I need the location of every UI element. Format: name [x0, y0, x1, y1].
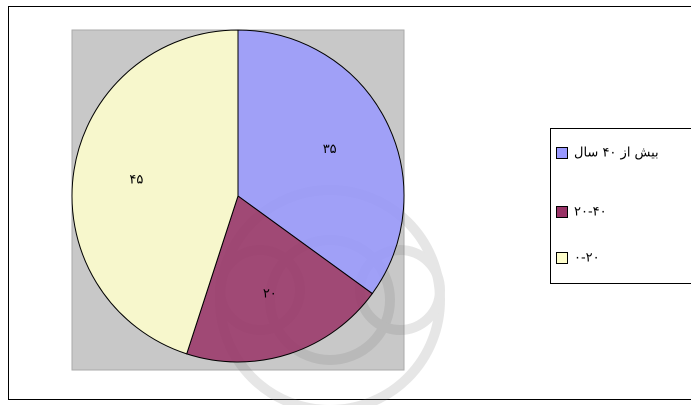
- chart: ۳۵ ۲۰ ۴۵ بیش از ۴۰ سال ۲۰-۴۰ ۰-۲۰: [0, 0, 691, 405]
- pie: ۳۵ ۲۰ ۴۵: [72, 30, 404, 362]
- legend-swatch: [557, 253, 568, 264]
- legend-label: ۰-۲۰: [574, 251, 600, 266]
- data-label: ۴۵: [129, 172, 143, 187]
- legend-swatch: [557, 148, 568, 159]
- data-label: ۲۰: [263, 286, 277, 301]
- legend-label: بیش از ۴۰ سال: [574, 146, 659, 161]
- data-label: ۳۵: [323, 142, 337, 157]
- legend-label: ۲۰-۴۰: [574, 205, 607, 220]
- legend-swatch: [557, 207, 568, 218]
